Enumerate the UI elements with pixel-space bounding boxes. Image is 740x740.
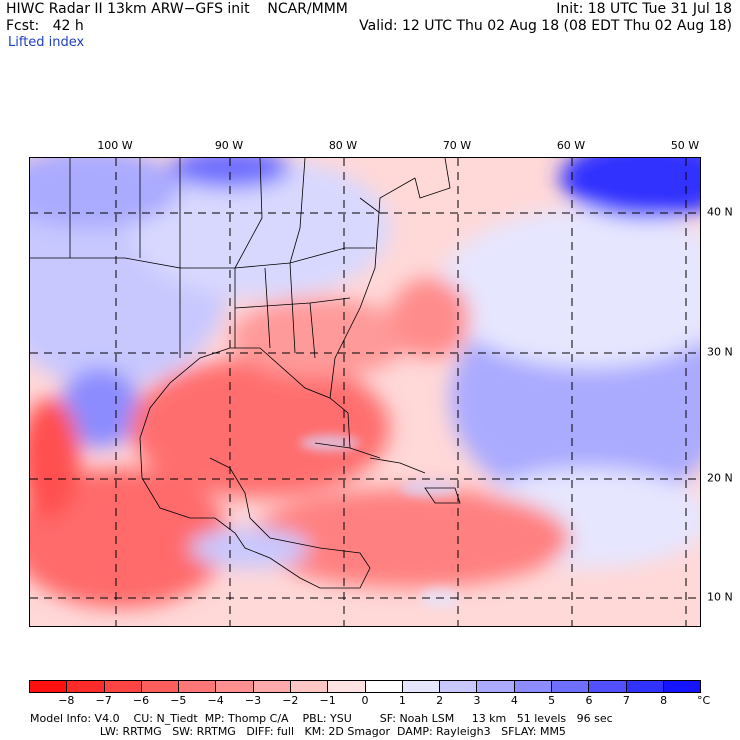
colorbar-segment: [141, 681, 180, 692]
colorbar-segment: [440, 681, 478, 692]
lat-label: 30 N: [707, 345, 733, 359]
colorbar-tick-label: −2: [282, 694, 299, 707]
colorbar: [29, 680, 701, 693]
colorbar-segment: [104, 681, 142, 692]
colorbar-segment: [477, 681, 515, 692]
colorbar-tick-label: −5: [170, 694, 187, 707]
colorbar-tick-label: −7: [95, 694, 112, 707]
lon-label: 90 W: [214, 139, 244, 152]
colorbar-unit: °C: [697, 694, 711, 707]
colorbar-segment: [626, 681, 664, 692]
lon-label: 100 W: [97, 139, 133, 152]
colorbar-tick-label: 5: [548, 694, 556, 707]
colorbar-tick-label: −6: [132, 694, 150, 707]
forecast-hour: Fcst: 42 h: [6, 18, 84, 34]
colorbar-segment: [253, 681, 291, 692]
map-title: HIWC Radar II 13km ARW−GFS init NCAR/MMM: [6, 1, 348, 17]
coastlines-and-borders: [30, 158, 461, 589]
colorbar-segment: [328, 681, 366, 692]
colorbar-segment: [589, 681, 627, 692]
colorbar-tick-label: 0: [361, 694, 369, 707]
lifted-index-field: [30, 158, 700, 608]
colorbar-segment: [30, 681, 68, 692]
colorbar-segment: [663, 681, 701, 692]
lat-label: 20 N: [707, 471, 733, 485]
colorbar-tick-label: 4: [510, 694, 518, 707]
colorbar-tick-label: 2: [436, 694, 444, 707]
field-name: Lifted index: [8, 35, 85, 50]
colorbar-segment: [216, 681, 254, 692]
colorbar-segment: [290, 681, 329, 692]
colorbar-tick-label: −8: [58, 694, 75, 707]
colorbar-tick-label: −3: [244, 694, 262, 707]
colorbar-tick-label: −1: [319, 694, 336, 707]
lifted-index-map: [29, 157, 701, 627]
valid-time: Valid: 12 UTC Thu 02 Aug 18 (08 EDT Thu …: [359, 18, 732, 34]
lat-label: 40 N: [707, 205, 733, 219]
colorbar-tick-label: 1: [398, 694, 406, 707]
colorbar-tick-label: 8: [660, 694, 668, 707]
colorbar-tick-label: −4: [207, 694, 224, 707]
lat-label: 10 N: [707, 590, 733, 604]
colorbar-segment: [365, 681, 403, 692]
colorbar-segment: [402, 681, 441, 692]
lon-label: 80 W: [328, 139, 358, 152]
colorbar-tick-label: 7: [622, 694, 630, 707]
colorbar-tick-label: 6: [585, 694, 593, 707]
colorbar-segment: [551, 681, 590, 692]
colorbar-tick-label: 3: [473, 694, 481, 707]
colorbar-segment: [179, 681, 217, 692]
init-time: Init: 18 UTC Tue 31 Jul 18: [556, 1, 732, 17]
lon-label: 70 W: [442, 139, 472, 152]
model-info-line-2: LW: RRTMG SW: RRTMG DIFF: full KM: 2D Sm…: [30, 725, 566, 738]
model-info-line-1: Model Info: V4.0 CU: N_Tiedt MP: Thomp C…: [30, 712, 613, 725]
colorbar-segment: [67, 681, 105, 692]
grid-lines: [30, 158, 700, 626]
colorbar-segment: [514, 681, 552, 692]
lon-label: 60 W: [556, 139, 586, 152]
lon-label: 50 W: [670, 139, 700, 152]
